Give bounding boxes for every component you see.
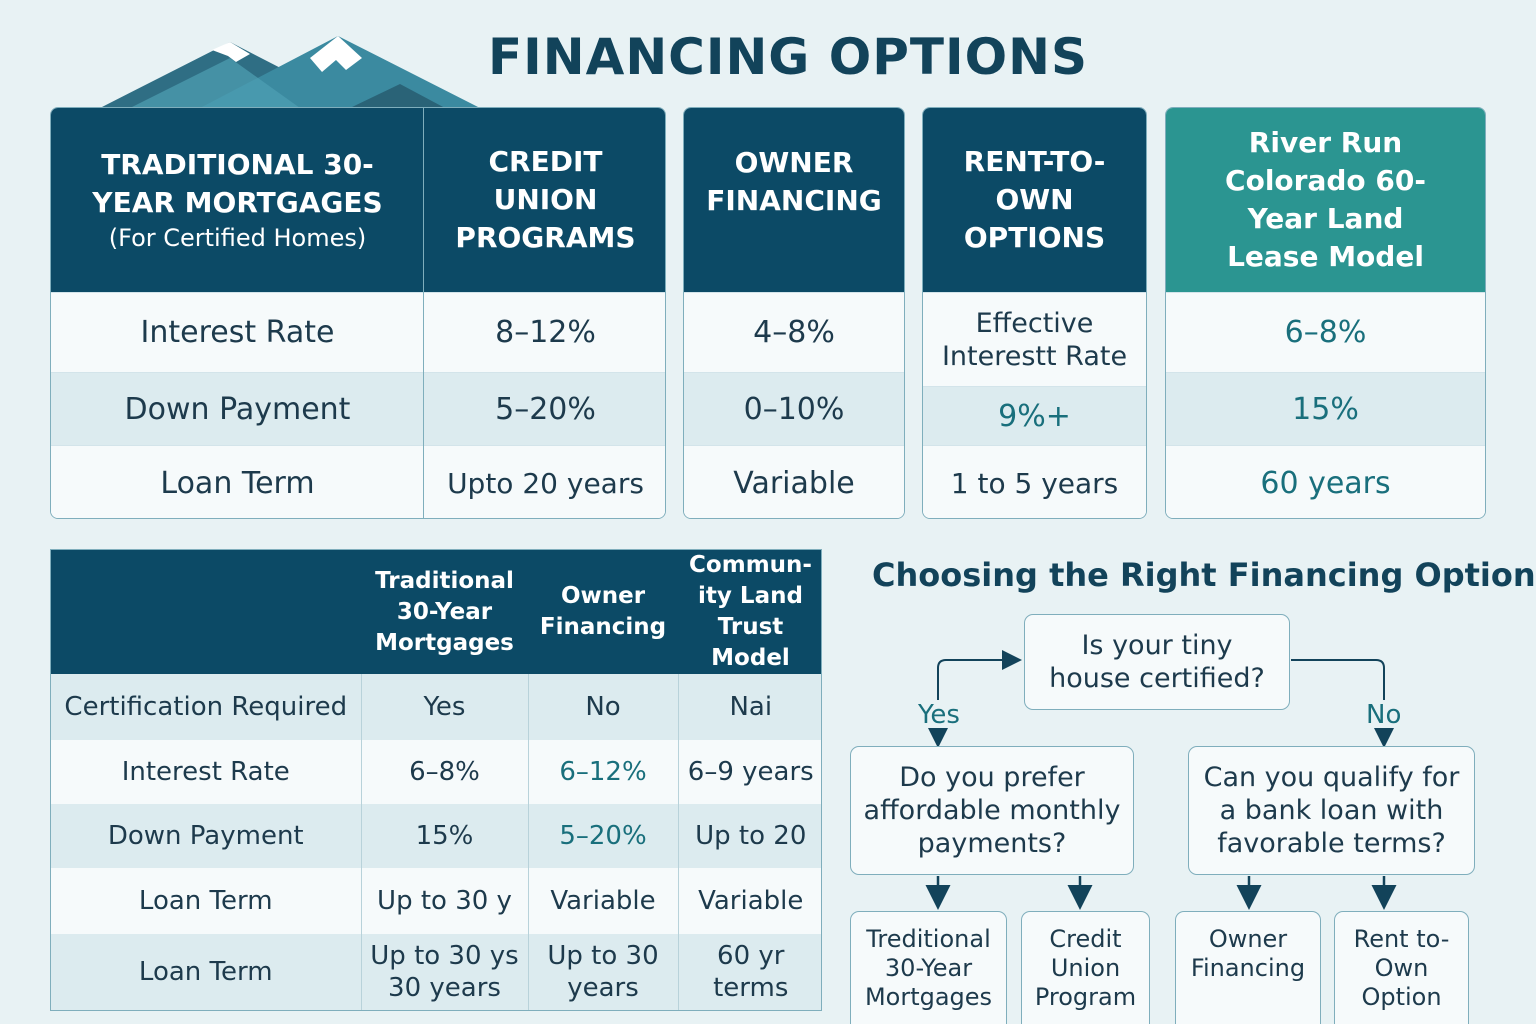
table-header-traditional: Traditional 30-Year Mortgages xyxy=(361,550,528,674)
credit-union-title: CREDIT UNION PROGRAMS xyxy=(455,145,636,254)
page-title: FINANCING OPTIONS xyxy=(488,28,1088,86)
mountains-icon xyxy=(100,36,480,108)
question-certified-text: Is your tiny house certified? xyxy=(1049,630,1265,694)
leaf-rent-to-own: Rent to-Own Option xyxy=(1334,911,1469,1024)
table-row: Loan Term Up to 30 y Variable Variable xyxy=(51,868,821,934)
table-cell: Certification Required xyxy=(51,674,361,740)
river-interest-rate: 6–8% xyxy=(1166,292,1485,372)
rent-to-own-title: RENT-TO- OWN OPTIONS xyxy=(963,145,1106,254)
table-row: Down Payment 15% 5–20% Up to 20 xyxy=(51,804,821,868)
question-certified-box: Is your tiny house certified? xyxy=(1024,614,1290,710)
table-cell: 15% xyxy=(360,804,528,868)
table-cell: Up to 30 years xyxy=(527,934,678,1010)
table-row: Loan Term Up to 30 ys 30 years Up to 30 … xyxy=(51,934,821,1010)
traditional-mortgage-header: TRADITIONAL 30- YEAR MORTGAGES (For Cert… xyxy=(51,108,424,292)
river-run-card: River Run Colorado 60-Year Land Lease Mo… xyxy=(1165,107,1486,519)
table-cell: Up to 30 y xyxy=(360,868,528,934)
owner-down-payment: 0–10% xyxy=(684,372,904,445)
table-cell: 60 yr terms xyxy=(677,934,821,1010)
table-cell: Variable xyxy=(527,868,678,934)
no-label: No xyxy=(1366,700,1402,730)
owner-loan-term: Variable xyxy=(684,445,904,518)
question-affordable-box: Do you prefer affordable monthly payment… xyxy=(850,746,1134,875)
table-header-owner: Owner Financing xyxy=(528,550,678,674)
question-affordable-text: Do you prefer affordable monthly payment… xyxy=(863,762,1121,859)
table-cell: Nai xyxy=(677,674,821,740)
leaf-owner-financing: Owner Financing xyxy=(1175,911,1321,1024)
question-bank-loan-box: Can you qualify for a bank loan with fav… xyxy=(1188,746,1475,875)
credit-union-interest-rate: 8–12% xyxy=(424,292,665,372)
credit-union-down-payment: 5–20% xyxy=(424,372,665,445)
river-run-title: River Run Colorado 60-Year Land Lease Mo… xyxy=(1225,126,1426,273)
traditional-mortgage-title: TRADITIONAL 30- YEAR MORTGAGES xyxy=(92,148,383,219)
leaf-credit-union-text: Credit Union Program xyxy=(1034,924,1137,1011)
table-row: Certification Required Yes No Nai xyxy=(51,674,821,740)
traditional-credit-union-card: TRADITIONAL 30- YEAR MORTGAGES (For Cert… xyxy=(50,107,666,519)
credit-union-header: CREDIT UNION PROGRAMS xyxy=(424,108,665,292)
table-cell: Down Payment xyxy=(51,804,361,868)
leaf-traditional-text: Treditional 30-Year Mortgages xyxy=(864,924,993,1011)
traditional-mortgage-subtitle: (For Certified Homes) xyxy=(108,224,367,252)
row-label-interest-rate: Interest Rate xyxy=(51,292,424,372)
question-bank-loan-text: Can you qualify for a bank loan with fav… xyxy=(1203,762,1460,859)
table-header-blank xyxy=(51,550,361,674)
table-cell: Yes xyxy=(360,674,528,740)
leaf-traditional-mortgages: Treditional 30-Year Mortgages xyxy=(850,911,1007,1024)
table-cell: No xyxy=(527,674,678,740)
rent-loan-term: 1 to 5 years xyxy=(923,445,1146,518)
credit-union-loan-term: Upto 20 years xyxy=(424,445,665,518)
table-row: Interest Rate 6–8% 6–12% 6–9 years xyxy=(51,740,821,804)
row-label-loan-term: Loan Term xyxy=(51,445,424,518)
row-label-down-payment: Down Payment xyxy=(51,372,424,445)
table-cell: Up to 30 ys 30 years xyxy=(360,934,528,1010)
owner-financing-header: OWNER FINANCING xyxy=(684,108,904,292)
leaf-credit-union: Credit Union Program xyxy=(1021,911,1150,1024)
table-cell: 6–8% xyxy=(360,740,528,804)
owner-financing-card: OWNER FINANCING 4–8% 0–10% Variable xyxy=(683,107,905,519)
table-cell: Loan Term xyxy=(51,934,361,1010)
table-header-row: Traditional 30-Year Mortgages Owner Fina… xyxy=(51,550,821,674)
owner-interest-rate: 4–8% xyxy=(684,292,904,372)
flowchart-title: Choosing the Right Financing Option xyxy=(872,556,1536,594)
table-cell: Variable xyxy=(677,868,821,934)
table-cell: Loan Term xyxy=(51,868,361,934)
table-cell: 5–20% xyxy=(527,804,678,868)
rent-down-payment: 9%+ xyxy=(923,386,1146,445)
table-cell: 6–12% xyxy=(527,740,678,804)
rent-to-own-header: RENT-TO- OWN OPTIONS xyxy=(923,108,1146,292)
leaf-rent-text: Rent to-Own Option xyxy=(1353,924,1450,1011)
yes-label: Yes xyxy=(918,700,960,730)
river-down-payment: 15% xyxy=(1166,372,1485,445)
table-cell: Up to 20 xyxy=(677,804,821,868)
rent-interest-rate: Effective Interestt Rate xyxy=(923,292,1146,386)
owner-financing-title: OWNER FINANCING xyxy=(706,146,882,217)
card-divider xyxy=(423,108,424,518)
leaf-owner-text: Owner Financing xyxy=(1190,925,1306,982)
rent-to-own-card: RENT-TO- OWN OPTIONS Effective Interestt… xyxy=(922,107,1147,519)
table-header-community: Commun- ity Land Trust Model xyxy=(678,550,821,674)
comparison-table: Traditional 30-Year Mortgages Owner Fina… xyxy=(50,549,822,1011)
river-loan-term: 60 years xyxy=(1166,445,1485,518)
river-run-header: River Run Colorado 60-Year Land Lease Mo… xyxy=(1166,108,1485,292)
table-cell: 6–9 years xyxy=(677,740,821,804)
table-cell: Interest Rate xyxy=(51,740,361,804)
